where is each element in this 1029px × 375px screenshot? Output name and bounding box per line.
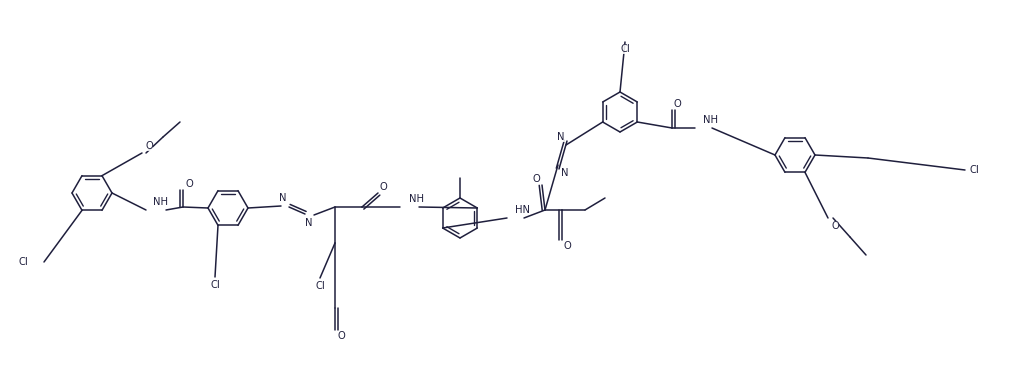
Text: N: N [558, 132, 565, 142]
Text: O: O [564, 241, 572, 251]
Text: Cl: Cl [315, 281, 325, 291]
Text: NH: NH [409, 194, 424, 204]
Text: Cl: Cl [210, 280, 220, 290]
Text: N: N [561, 168, 568, 178]
Text: O: O [674, 99, 682, 109]
Text: N: N [306, 218, 313, 228]
Text: Cl: Cl [970, 165, 980, 175]
Text: HN: HN [514, 205, 530, 215]
Text: O: O [185, 179, 192, 189]
Text: NH: NH [703, 115, 718, 125]
Text: O: O [145, 141, 152, 151]
Text: N: N [279, 193, 287, 203]
Text: O: O [831, 221, 839, 231]
Text: O: O [532, 174, 540, 184]
Text: O: O [380, 182, 388, 192]
Text: Cl: Cl [19, 257, 28, 267]
Text: NH: NH [153, 197, 168, 207]
Text: O: O [338, 331, 345, 341]
Text: Cl: Cl [620, 44, 630, 54]
